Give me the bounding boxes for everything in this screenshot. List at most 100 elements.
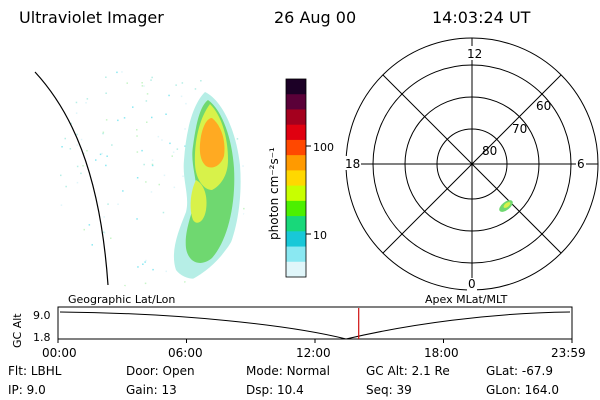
speckle-dot (239, 273, 241, 275)
ip-label: IP: (8, 383, 23, 397)
gcalt-field: GC Alt: 2.1 Re (366, 364, 450, 378)
speckle-dot (151, 163, 154, 166)
speckle-dot (76, 144, 78, 146)
speckle-dot (141, 149, 143, 152)
speckle-dot (136, 135, 138, 137)
speckle-dot (86, 150, 88, 152)
speckle-dot (74, 262, 76, 265)
mlat-label-80: 80 (482, 144, 497, 158)
speckle-dot (180, 95, 183, 98)
colorbar-cell (286, 200, 306, 217)
door-value: Open (162, 364, 195, 378)
colorbar-tick-label-100: 100 (313, 141, 334, 154)
speckle-dot (165, 270, 167, 273)
ip-value: 9.0 (26, 383, 46, 397)
speckle-dot (60, 285, 63, 287)
speckle-dot (142, 263, 144, 265)
speckle-dot (117, 203, 119, 205)
speckle-dot (76, 165, 79, 168)
mlt-label-18: 18 (345, 157, 360, 171)
seq-label: Seq: (366, 383, 393, 397)
flt-value: LBHL (30, 364, 62, 378)
speckle-dot (173, 186, 176, 189)
speckle-dot (75, 80, 77, 82)
gain-label: Gain: (126, 383, 158, 397)
speckle-dot (144, 261, 146, 263)
mode-label: Mode: (246, 364, 283, 378)
speckle-dot (145, 259, 147, 262)
speckle-dot (86, 98, 89, 100)
speckle-dot (226, 88, 228, 91)
speckle-dot (141, 82, 143, 84)
speckle-dot (89, 272, 91, 274)
speckle-dot (107, 203, 109, 205)
speckle-dot (235, 245, 237, 248)
speckle-dot (121, 71, 123, 73)
colorbar-cell (286, 246, 306, 263)
speckle-dot (85, 102, 87, 104)
colorbar-cell (286, 216, 306, 232)
speckle-dot (111, 144, 113, 146)
speckle-dot (181, 82, 184, 84)
door-label: Door: (126, 364, 159, 378)
meridian-diagonal-2 (382, 74, 562, 254)
timeline-xlabel-0600: 06:00 (168, 346, 203, 360)
speckle-dot (243, 213, 245, 215)
speckle-dot (102, 131, 105, 134)
colorbar-cell (286, 79, 306, 95)
speckle-dot (103, 231, 105, 233)
speckle-dot (146, 93, 149, 95)
speckle-dot (126, 82, 128, 84)
speckle-dot (60, 174, 62, 177)
speckle-dot (171, 155, 173, 157)
speckle-dot (80, 138, 83, 141)
orbit-timeline: Geographic Lat/Lon Apex MLat/MLT GC Alt … (11, 293, 586, 360)
colorbar-cell (286, 185, 306, 202)
speckle-dot (242, 165, 244, 167)
mode-field: Mode: Normal (246, 364, 330, 378)
speckle-dot (82, 165, 84, 167)
speckle-dot (146, 121, 148, 123)
speckle-dot (76, 181, 79, 184)
speckle-dot (137, 266, 139, 268)
speckle-dot (80, 172, 82, 175)
speckle-dot (105, 119, 108, 121)
color-bar-gradient (286, 79, 306, 278)
colorbar-unit-label: photon cm⁻²s⁻¹ (267, 147, 281, 240)
colorbar-cell (286, 170, 306, 187)
speckle-dot (163, 174, 166, 177)
colorbar-cell (286, 94, 306, 110)
speckle-dot (75, 101, 78, 104)
speckle-dot (200, 80, 202, 82)
colorbar-cell (286, 261, 306, 278)
speckle-dot (116, 71, 118, 74)
speckle-dot (243, 207, 245, 210)
colorbar-cell (286, 231, 306, 248)
gcalt-label: GC Alt: (366, 364, 408, 378)
speckle-dot (63, 241, 65, 244)
instrument-title: Ultraviolet Imager (19, 8, 164, 27)
speckle-dot (194, 88, 197, 90)
speckle-dot (112, 65, 114, 67)
color-bar-frame (285, 78, 307, 278)
timeline-frame (57, 306, 573, 340)
speckle-dot (151, 76, 153, 79)
speckle-dot (175, 84, 177, 86)
speckle-dot (60, 204, 63, 206)
speckle-dot (162, 211, 165, 214)
speckle-dot (136, 151, 139, 153)
ip-field: IP: 9.0 (8, 383, 46, 397)
speckle-dot (145, 181, 147, 183)
colorbar-cell (286, 139, 306, 156)
speckle-dot (184, 281, 186, 283)
glon-value: 164.0 (524, 383, 559, 397)
speckle-dot (105, 164, 107, 167)
speckle-dot (124, 284, 126, 287)
speckle-dot (122, 190, 124, 192)
timeline-ytick-1-8: 1.8 (33, 331, 51, 344)
mlt-label-6: 6 (577, 157, 585, 171)
mlt-label-0: 0 (468, 277, 476, 291)
speckle-dot (83, 228, 85, 231)
mlat-label-70: 70 (512, 122, 527, 136)
